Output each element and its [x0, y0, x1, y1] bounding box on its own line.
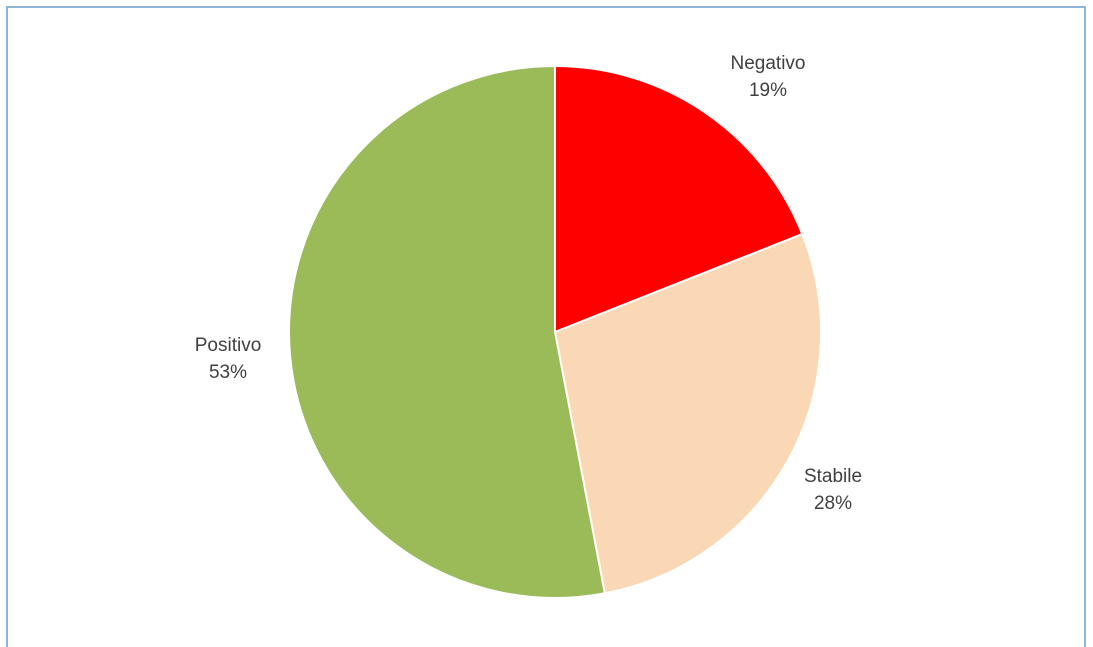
pie-slice-stabile [553, 232, 822, 595]
pie-slice-negativo [554, 64, 804, 334]
slice-label-stabile-name: Stabile [804, 466, 862, 487]
slice-label-stabile-percent: 28% [814, 493, 852, 514]
slice-label-negativo-percent: 19% [749, 80, 787, 101]
pie-slices [288, 64, 822, 599]
slice-label-negativo-name: Negativo [731, 53, 806, 74]
pie-labels: Negativo 19% Stabile 28% Positivo 53% [195, 53, 862, 514]
slice-label-positivo-name: Positivo [195, 335, 262, 356]
slice-label-positivo-percent: 53% [209, 362, 247, 383]
pie-slice-positivo [288, 64, 607, 599]
frame-border-left [6, 6, 8, 647]
frame-border-right [1084, 6, 1086, 647]
frame-border-top [6, 6, 1086, 8]
